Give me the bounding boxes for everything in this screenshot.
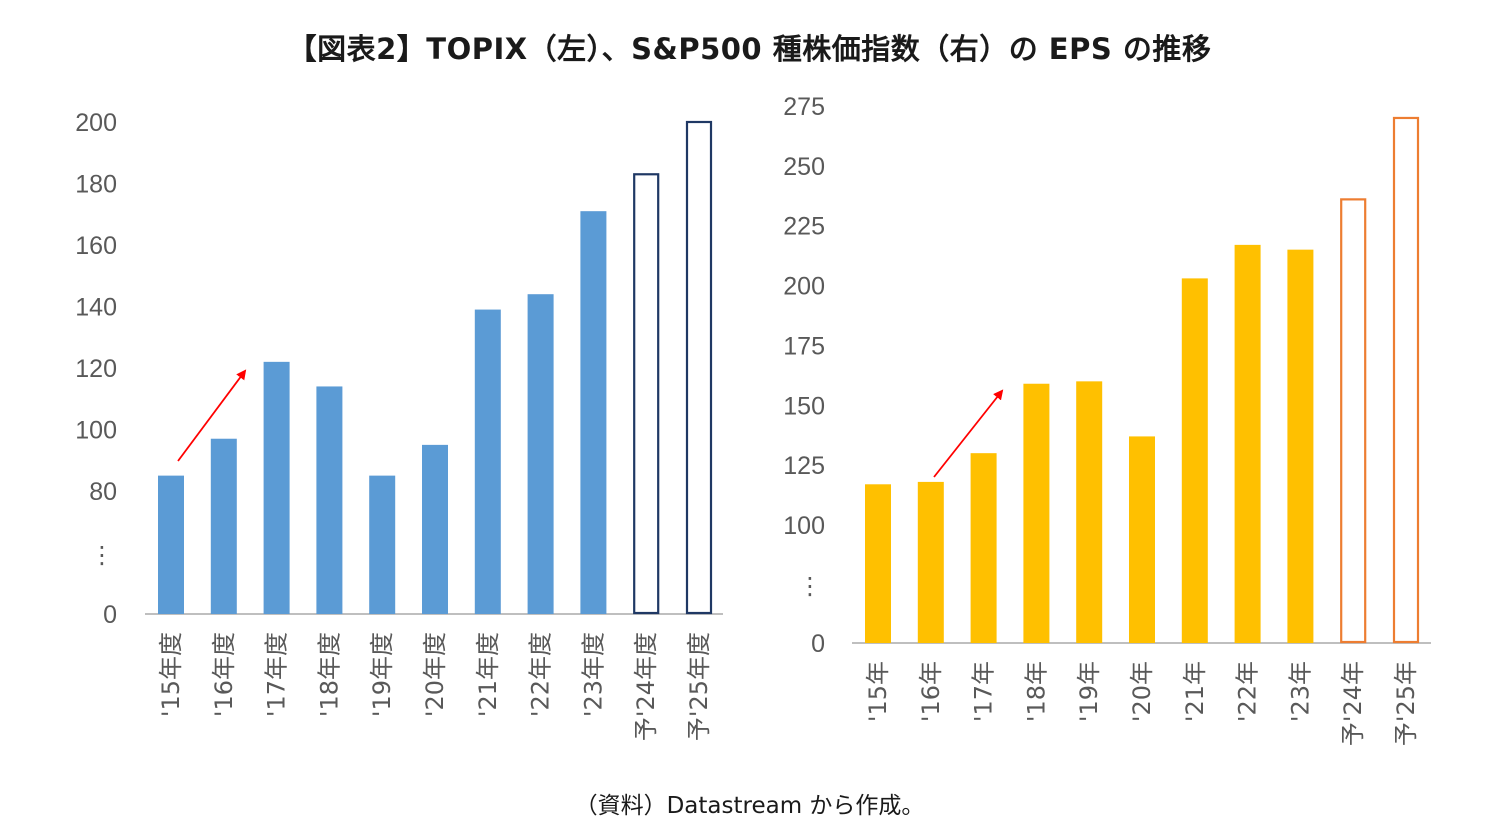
forecast-bar	[685, 120, 713, 615]
forecast-bar	[1392, 116, 1420, 644]
y-tick-label: 100	[783, 512, 825, 540]
y-tick-label: 225	[783, 213, 825, 241]
bar	[970, 453, 997, 643]
bar	[1234, 244, 1261, 643]
bar	[865, 484, 891, 643]
x-category-label: '18年	[1022, 661, 1050, 722]
chart-title: 【図表2】TOPIX（左）、S&P500 種株価指数（右）の EPS の推移	[287, 32, 1212, 66]
x-category-label: 予'25年	[1392, 661, 1420, 746]
y-tick-label: 80	[89, 478, 117, 506]
x-category-label: '19年	[1075, 661, 1103, 722]
y-tick-label: 120	[75, 355, 117, 383]
bar	[1076, 381, 1103, 643]
y-tick-label: 200	[783, 273, 825, 301]
y-tick-label: 175	[783, 332, 825, 360]
forecast-bar	[1340, 198, 1367, 644]
x-category-label: '19年度	[368, 632, 396, 717]
x-category-label: '21年度	[474, 632, 502, 717]
x-category-label: '16年	[917, 661, 945, 722]
x-category-label: '23年	[1286, 661, 1314, 722]
bar	[580, 211, 607, 615]
y-tick-label: 180	[75, 171, 117, 199]
x-category-label: '22年	[1234, 661, 1262, 722]
y-tick-label: 100	[75, 417, 117, 445]
x-category-label: 予'24年度	[632, 632, 660, 741]
y-tick-label: 160	[75, 232, 117, 260]
forecast-bar	[633, 173, 660, 615]
bar	[527, 294, 554, 614]
bar	[1181, 278, 1208, 643]
y-tick-label: 0	[103, 601, 117, 629]
y-tick-label: 150	[783, 392, 825, 420]
x-category-label: '17年	[970, 661, 998, 722]
x-category-label: 予'25年度	[685, 632, 713, 741]
bar	[1287, 249, 1314, 643]
y-tick-label: 275	[783, 93, 825, 121]
bar	[158, 475, 184, 614]
x-category-label: 予'24年	[1339, 661, 1367, 746]
bar	[917, 481, 944, 643]
bar	[1129, 436, 1155, 643]
trend-arrow	[933, 389, 1004, 478]
x-category-label: '16年度	[210, 632, 238, 717]
y-tick-label: 250	[783, 153, 825, 181]
x-category-label: '15年	[864, 661, 892, 722]
x-category-label: '15年度	[157, 632, 185, 717]
x-category-label: '22年度	[527, 632, 555, 717]
x-category-label: '20年度	[421, 632, 449, 717]
bar	[369, 475, 396, 614]
bar	[210, 438, 237, 614]
bar	[1023, 383, 1050, 643]
axis-break-mark: ⋮	[90, 541, 114, 569]
y-tick-label: 200	[75, 109, 117, 137]
source-note: （資料）Datastream から作成。	[574, 793, 925, 819]
y-tick-label: 140	[75, 294, 117, 322]
x-category-label: '20年	[1128, 661, 1156, 722]
y-tick-label: 125	[783, 452, 825, 480]
bar	[316, 386, 343, 614]
x-category-label: '17年度	[263, 632, 291, 717]
bar	[422, 444, 448, 614]
x-category-label: '18年度	[315, 632, 343, 717]
x-category-label: '21年	[1181, 661, 1209, 722]
bar	[263, 361, 290, 614]
y-tick-label: 0	[811, 630, 825, 658]
axis-break-mark: ⋮	[798, 572, 822, 600]
x-category-label: '23年度	[579, 632, 607, 717]
bar	[474, 309, 501, 614]
trend-arrow	[177, 369, 247, 462]
